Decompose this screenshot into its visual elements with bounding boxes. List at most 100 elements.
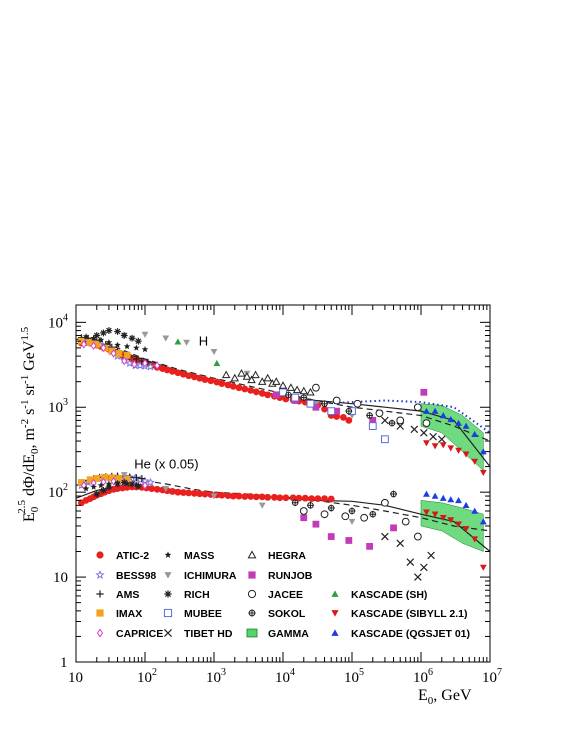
data-point — [312, 383, 320, 392]
data-point — [295, 494, 303, 502]
legend-marker — [331, 610, 339, 617]
legend-label: BESS98 — [116, 570, 156, 582]
data-point — [291, 393, 300, 402]
legend-marker — [96, 551, 104, 559]
data-point — [447, 415, 455, 423]
data-point — [431, 492, 439, 499]
data-point — [312, 520, 320, 528]
legend-item-sokol: SOKOL — [248, 608, 306, 620]
data-point — [121, 356, 128, 366]
data-point — [455, 419, 462, 426]
data-point — [413, 532, 422, 541]
legend-item-bess98: BESS98 — [95, 570, 156, 582]
data-point — [390, 524, 397, 532]
x-tick-label: 106 — [413, 667, 433, 686]
data-point — [320, 510, 329, 519]
data-point — [90, 341, 97, 351]
data-point — [286, 383, 296, 391]
data-point — [110, 349, 117, 358]
data-point — [431, 511, 439, 518]
legend-label: KASCADE (QGSJET 01) — [351, 628, 470, 640]
data-point — [368, 422, 377, 430]
data-point — [258, 389, 266, 397]
data-point — [247, 493, 255, 500]
series-kascade-sh- — [174, 338, 221, 366]
data-point — [105, 339, 113, 346]
data-point — [196, 490, 204, 498]
legend-label: MASS — [184, 550, 214, 562]
data-point — [462, 526, 470, 533]
data-point — [115, 350, 123, 357]
data-point — [93, 490, 101, 498]
legend-marker — [247, 550, 257, 559]
data-point — [479, 518, 487, 525]
data-point — [162, 485, 170, 493]
data-point — [471, 507, 479, 514]
data-point — [80, 481, 87, 490]
data-point — [93, 475, 101, 482]
legend-marker — [331, 590, 339, 597]
y-tick-label: 10 — [53, 570, 68, 586]
data-point — [142, 481, 148, 490]
data-point — [345, 417, 353, 424]
data-point — [366, 542, 374, 550]
legend-marker — [247, 589, 257, 599]
data-point — [185, 489, 193, 497]
data-point — [210, 349, 218, 356]
data-point — [299, 507, 308, 515]
data-point — [479, 469, 487, 476]
data-point — [479, 564, 487, 571]
legend-item-kascade-qgsjet-01-: KASCADE (QGSJET 01) — [331, 628, 470, 640]
data-point — [101, 473, 109, 481]
data-point — [237, 369, 246, 377]
x-tick-label: 10 — [68, 670, 83, 686]
data-point — [201, 490, 209, 498]
data-point — [247, 375, 256, 384]
data-point — [138, 475, 146, 482]
data-point — [388, 419, 396, 427]
data-point — [321, 495, 328, 502]
data-point — [145, 361, 155, 371]
data-point — [381, 498, 389, 507]
data-point — [381, 532, 389, 541]
x-tick-label: 102 — [137, 667, 157, 686]
data-point — [314, 495, 322, 502]
data-point — [162, 335, 170, 342]
data-point — [300, 394, 308, 401]
y-tick-label: 103 — [48, 397, 68, 416]
data-point — [123, 343, 131, 350]
data-point — [301, 494, 309, 502]
data-point — [272, 391, 280, 399]
series-rich — [93, 327, 142, 498]
data-point — [185, 372, 193, 380]
data-point — [78, 337, 85, 345]
data-point — [154, 361, 161, 370]
data-point — [229, 492, 237, 500]
series-kascade-sibyll-2-1- — [423, 440, 487, 571]
data-point — [179, 489, 187, 496]
legend-label: MUBEE — [184, 608, 222, 620]
data-point — [145, 477, 155, 487]
data-point — [401, 517, 410, 526]
data-point — [439, 442, 447, 449]
legend-marker — [248, 609, 256, 617]
data-point — [213, 359, 221, 366]
data-point — [120, 332, 128, 339]
data-point — [78, 479, 85, 486]
data-point — [437, 435, 446, 444]
data-point — [327, 533, 335, 540]
legend-item-kascade-sibyll-2-1-: KASCADE (SIBYLL 2.1) — [331, 608, 468, 620]
data-point — [264, 391, 272, 399]
data-point — [447, 445, 455, 452]
legend-item-hegra: HEGRA — [247, 550, 306, 562]
data-point — [272, 377, 281, 385]
data-point — [279, 388, 287, 397]
data-point — [413, 403, 422, 412]
annotation-label: He (x 0.05) — [134, 456, 198, 471]
data-point — [141, 346, 149, 353]
legend-marker — [164, 572, 172, 579]
data-point — [229, 383, 237, 390]
legend-marker — [331, 629, 339, 636]
data-point — [93, 332, 101, 339]
